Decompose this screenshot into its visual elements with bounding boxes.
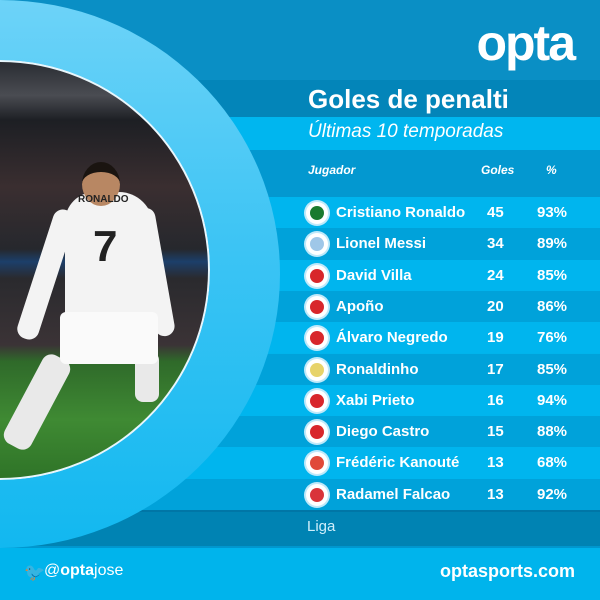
photo-torso [65, 192, 153, 332]
pct-value: 93% [537, 204, 568, 221]
handle-at: @ [44, 562, 61, 579]
player-name: Cristiano Ronaldo [336, 204, 466, 221]
sevilla-crest-flag-icon [306, 452, 328, 475]
spain-flag-icon [306, 421, 328, 444]
column-header-player: Jugador [308, 163, 356, 177]
spain-flag-icon [306, 389, 328, 412]
player-name: Álvaro Negredo [336, 329, 448, 347]
player-name: Frédéric Kanouté [336, 454, 460, 472]
pct-value: 94% [537, 391, 568, 409]
colombia-crest-flag-icon [306, 483, 328, 506]
competition-label: Liga [307, 518, 336, 535]
column-header-pct: % [546, 163, 557, 177]
goals-value: 34 [487, 235, 504, 253]
page-title: Goles de penalti [308, 84, 509, 114]
opta-logo: opta [476, 15, 576, 71]
photo-head [82, 162, 120, 206]
goals-value: 13 [487, 485, 504, 503]
spain-flag-icon [306, 264, 328, 287]
player-photo: RONALDO 7 [0, 60, 210, 480]
photo-shorts [60, 312, 158, 364]
goals-value: 13 [487, 454, 504, 472]
pct-value: 68% [537, 454, 568, 472]
pct-value: 89% [537, 235, 568, 253]
goals-value: 16 [487, 391, 504, 409]
pct-value: 86% [537, 297, 568, 315]
website-link[interactable]: optasports.com [439, 561, 575, 581]
twitter-bird-icon: 🐦 [24, 563, 46, 582]
goals-value: 15 [487, 423, 504, 441]
player-name: Lionel Messi [336, 235, 427, 253]
jersey-name: RONALDO [78, 194, 129, 205]
player-name: David Villa [336, 266, 412, 284]
goals-value: 17 [487, 360, 504, 378]
brazil-crest-flag-icon [306, 358, 328, 381]
pct-value: 88% [537, 423, 568, 441]
spain-flag-icon [306, 295, 328, 318]
page-subtitle: Últimas 10 temporadas [308, 121, 504, 142]
spain-flag-icon [306, 327, 328, 350]
handle-brand: opta [60, 562, 95, 579]
pct-value: 85% [537, 360, 568, 378]
pct-value: 85% [537, 266, 568, 284]
player-name: Radamel Falcao [336, 485, 451, 503]
pct-value: 76% [537, 329, 568, 347]
player-name: Diego Castro [336, 423, 430, 441]
pct-value: 92% [537, 485, 568, 503]
portugal-flag-icon [306, 202, 328, 224]
goals-value: 45 [487, 204, 504, 221]
player-name: Xabi Prieto [336, 391, 415, 409]
goals-value: 20 [487, 297, 504, 315]
argentina-crest-flag-icon [306, 233, 328, 256]
goals-value: 19 [487, 329, 504, 347]
handle-name: jose [94, 562, 124, 579]
column-header-goals: Goles [481, 163, 515, 177]
player-name: Ronaldinho [336, 360, 419, 378]
player-name: Apoño [336, 297, 384, 315]
photo-leg [0, 350, 74, 454]
jersey-number: 7 [93, 222, 118, 271]
goals-value: 24 [487, 266, 504, 284]
twitter-handle[interactable]: @optajose [44, 562, 123, 580]
